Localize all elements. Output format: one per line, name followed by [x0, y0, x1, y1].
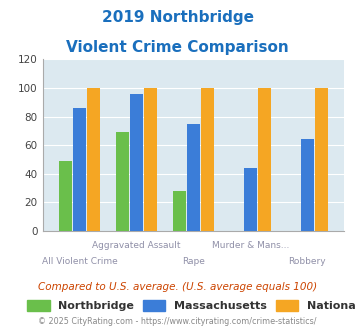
Legend: Northbridge, Massachusetts, National: Northbridge, Massachusetts, National: [24, 297, 355, 315]
Text: 2019 Northbridge: 2019 Northbridge: [102, 10, 253, 25]
Text: Violent Crime Comparison: Violent Crime Comparison: [66, 40, 289, 54]
Bar: [315, 88, 328, 231]
Bar: [87, 88, 100, 231]
Bar: [244, 168, 257, 231]
Text: © 2025 CityRating.com - https://www.cityrating.com/crime-statistics/: © 2025 CityRating.com - https://www.city…: [38, 317, 317, 326]
Text: All Violent Crime: All Violent Crime: [42, 257, 118, 266]
Bar: [116, 132, 129, 231]
Bar: [130, 94, 143, 231]
Bar: [173, 191, 186, 231]
Bar: [73, 108, 86, 231]
Bar: [144, 88, 157, 231]
Text: Aggravated Assault: Aggravated Assault: [92, 241, 181, 250]
Bar: [187, 124, 200, 231]
Bar: [201, 88, 214, 231]
Text: Rape: Rape: [182, 257, 205, 266]
Bar: [258, 88, 271, 231]
Bar: [59, 161, 72, 231]
Text: Compared to U.S. average. (U.S. average equals 100): Compared to U.S. average. (U.S. average …: [38, 282, 317, 292]
Bar: [301, 140, 313, 231]
Text: Robbery: Robbery: [289, 257, 326, 266]
Text: Murder & Mans...: Murder & Mans...: [212, 241, 289, 250]
